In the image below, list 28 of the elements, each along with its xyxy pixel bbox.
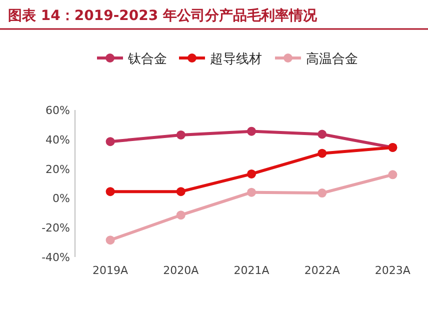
y-tick-label: 20% (46, 162, 70, 176)
point (247, 169, 256, 178)
point (106, 236, 115, 245)
x-tick-label: 2020A (163, 264, 200, 277)
point (176, 187, 186, 196)
x-tick-label: 2023A (374, 264, 411, 277)
point (247, 126, 256, 136)
chart-title: 图表 14：2019-2023 年公司分产品毛利率情况 (8, 7, 318, 24)
y-tick-label: 0% (52, 192, 70, 206)
point (318, 130, 327, 139)
point (176, 130, 186, 140)
point (318, 148, 327, 158)
point (247, 188, 256, 197)
x-tick-label: 2022A (304, 264, 340, 277)
x-tick-label: 2021A (234, 264, 270, 277)
point (318, 188, 327, 198)
y-tick-label: -40% (42, 251, 70, 264)
point (106, 137, 115, 146)
legend-label: 超导线材 (210, 52, 262, 67)
legend-label: 钛合金 (127, 52, 167, 67)
y-tick-label: -20% (42, 222, 70, 235)
point (176, 210, 186, 220)
point (106, 187, 115, 196)
y-tick-label: 60% (46, 104, 70, 117)
legend-label: 高温合金 (306, 51, 358, 67)
y-tick-label: 40% (46, 133, 70, 146)
x-tick-label: 2019A (92, 264, 129, 277)
point (388, 170, 398, 180)
